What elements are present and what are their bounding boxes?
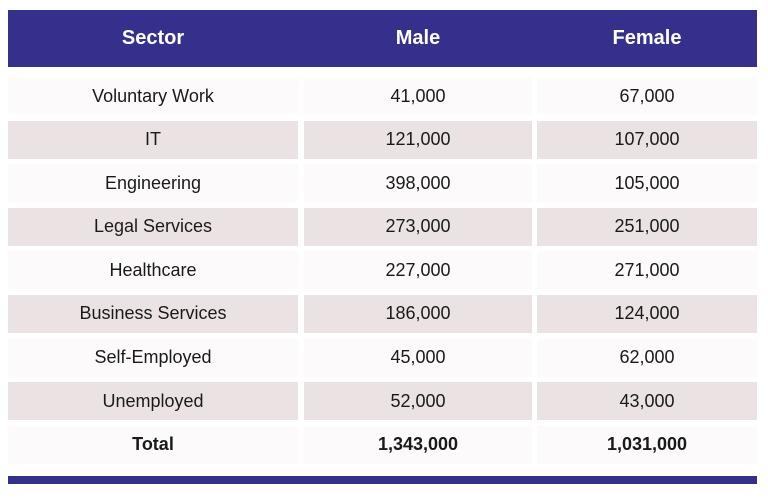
header-female: Female xyxy=(612,27,682,49)
female-cell: 105,000 xyxy=(537,164,757,203)
male-cell: 121,000 xyxy=(304,120,532,159)
female-cell: 107,000 xyxy=(537,120,757,159)
female-cell: 62,000 xyxy=(537,338,757,377)
sector-cell: Business Services xyxy=(8,294,298,333)
male-cell: 45,000 xyxy=(304,338,532,377)
male-cell: 398,000 xyxy=(304,164,532,203)
sector-cell: Unemployed xyxy=(8,382,298,421)
male-cell: 41,000 xyxy=(304,77,532,115)
sector-cell: IT xyxy=(8,120,298,159)
male-cell: 227,000 xyxy=(304,251,532,290)
table-row: Engineering 398,000 105,000 xyxy=(8,164,757,203)
female-cell: 271,000 xyxy=(537,251,757,290)
male-cell: 52,000 xyxy=(304,382,532,421)
sector-cell: Healthcare xyxy=(8,251,298,290)
female-cell: 43,000 xyxy=(537,382,757,421)
sector-cell: Legal Services xyxy=(8,207,298,246)
table-row: Unemployed 52,000 43,000 xyxy=(8,382,757,421)
table-row: Legal Services 273,000 251,000 xyxy=(8,207,757,246)
header-sector: Sector xyxy=(121,27,185,49)
male-cell: 273,000 xyxy=(304,207,532,246)
sector-cell: Engineering xyxy=(8,164,298,203)
header-male: Male xyxy=(395,27,441,49)
table-header: Sector Male Female xyxy=(8,10,757,67)
female-cell: 124,000 xyxy=(537,294,757,333)
data-table: Sector Male Female Voluntary Work 41,000… xyxy=(8,10,757,464)
table-footer-bar xyxy=(8,476,757,484)
table-row: Self-Employed 45,000 62,000 xyxy=(8,338,757,377)
total-male: 1,343,000 xyxy=(304,425,532,464)
table-row: Business Services 186,000 124,000 xyxy=(8,294,757,333)
sector-cell: Self-Employed xyxy=(8,338,298,377)
table-row: IT 121,000 107,000 xyxy=(8,120,757,159)
female-cell: 251,000 xyxy=(537,207,757,246)
male-cell: 186,000 xyxy=(304,294,532,333)
total-label: Total xyxy=(8,425,298,464)
female-cell: 67,000 xyxy=(537,77,757,115)
total-row: Total 1,343,000 1,031,000 xyxy=(8,425,757,464)
sector-cell: Voluntary Work xyxy=(8,77,298,115)
table-row: Voluntary Work 41,000 67,000 xyxy=(8,77,757,115)
total-female: 1,031,000 xyxy=(537,425,757,464)
table-row: Healthcare 227,000 271,000 xyxy=(8,251,757,290)
